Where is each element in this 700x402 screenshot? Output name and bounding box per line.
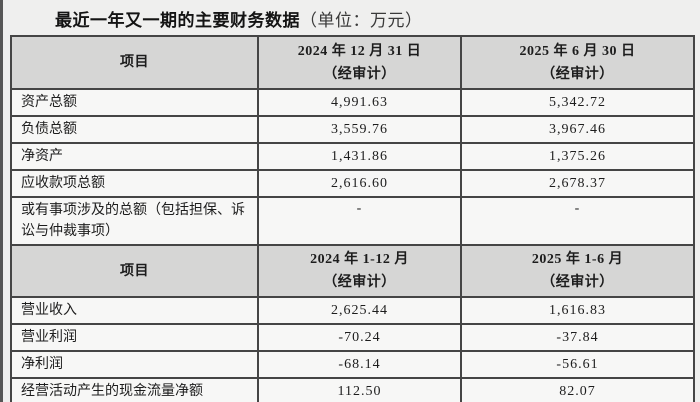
row-value-2024: 2,616.60	[257, 169, 462, 198]
period-audit-note: （经审计）	[541, 66, 614, 82]
row-value-2025: -	[460, 196, 695, 246]
title-text: 最近一年又一期的主要财务数据	[55, 11, 300, 30]
income-header-period-2024: 2024 年 1-12 月 （经审计）	[257, 244, 462, 298]
period-audit-note: （经审计）	[323, 275, 396, 290]
row-value-2025: -37.84	[460, 323, 695, 352]
income-header-period-2025: 2025 年 1-6 月 （经审计）	[460, 244, 695, 298]
row-value-2024: 112.50	[257, 377, 462, 402]
period-audit-note: （经审计）	[541, 275, 614, 290]
period-audit-note: （经审计）	[323, 66, 396, 82]
table-row-net-assets: 净资产 1,431.86 1,375.26	[10, 142, 695, 171]
balance-header-period-2024: 2024 年 12 月 31 日 （经审计）	[257, 35, 462, 90]
period-date: 2024 年 12 月 31 日	[297, 43, 422, 59]
row-value-2024: -70.24	[257, 323, 462, 352]
row-label: 负债总额	[10, 115, 259, 144]
table-row-net-profit: 净利润 -68.14 -56.61	[10, 350, 695, 379]
table-row-total-assets: 资产总额 4,991.63 5,342.72	[10, 88, 695, 117]
income-header-item: 项目	[10, 244, 259, 298]
title-unit: （单位：万元）	[300, 11, 423, 30]
period-date: 2024 年 1-12 月	[310, 252, 409, 267]
table-row-contingencies: 或有事项涉及的总额（包括担保、诉讼与仲裁事项） - -	[10, 196, 695, 246]
balance-header-item: 项目	[10, 35, 259, 90]
row-label: 净利润	[10, 350, 259, 379]
row-value-2024: 3,559.76	[257, 115, 462, 144]
row-label: 资产总额	[10, 88, 259, 117]
row-label: 经营活动产生的现金流量净额	[10, 377, 259, 402]
balance-header-period-2025: 2025 年 6 月 30 日 （经审计）	[460, 35, 695, 90]
scan-edge-artifact	[0, 0, 3, 402]
row-value-2024: -	[257, 196, 462, 246]
period-date: 2025 年 1-6 月	[531, 252, 624, 267]
row-value-2025: 2,678.37	[460, 169, 695, 198]
row-value-2025: 5,342.72	[460, 88, 695, 117]
header-item-label: 项目	[120, 55, 149, 70]
header-item-label: 项目	[120, 263, 149, 279]
row-value-2025: 3,967.46	[460, 115, 695, 144]
financial-data-table: 项目 2024 年 12 月 31 日 （经审计） 2025 年 6 月 30 …	[10, 35, 695, 402]
row-label: 或有事项涉及的总额（包括担保、诉讼与仲裁事项）	[10, 196, 259, 246]
balance-header-row: 项目 2024 年 12 月 31 日 （经审计） 2025 年 6 月 30 …	[10, 35, 695, 90]
income-header-row: 项目 2024 年 1-12 月 （经审计） 2025 年 1-6 月 （经审计…	[10, 244, 695, 298]
table-row-operating-cash-flow: 经营活动产生的现金流量净额 112.50 82.07	[10, 377, 695, 402]
table-row-operating-profit: 营业利润 -70.24 -37.84	[10, 323, 695, 352]
row-value-2024: 2,625.44	[257, 296, 462, 325]
row-label: 净资产	[10, 142, 259, 171]
row-value-2025: 1,616.83	[460, 296, 695, 325]
row-value-2025: -56.61	[460, 350, 695, 379]
table-row-total-liabilities: 负债总额 3,559.76 3,967.46	[10, 115, 695, 144]
row-value-2024: -68.14	[257, 350, 462, 379]
row-value-2024: 4,991.63	[257, 88, 462, 117]
period-date: 2025 年 6 月 30 日	[519, 43, 636, 59]
page-title: 最近一年又一期的主要财务数据（单位：万元）	[55, 6, 423, 31]
table-row-operating-revenue: 营业收入 2,625.44 1,616.83	[10, 296, 695, 325]
table-row-total-receivables: 应收款项总额 2,616.60 2,678.37	[10, 169, 695, 198]
row-label: 营业利润	[10, 323, 259, 352]
row-label: 应收款项总额	[10, 169, 259, 198]
row-value-2025: 1,375.26	[460, 142, 695, 171]
row-value-2025: 82.07	[460, 377, 695, 402]
row-label: 营业收入	[10, 296, 259, 325]
row-value-2024: 1,431.86	[257, 142, 462, 171]
